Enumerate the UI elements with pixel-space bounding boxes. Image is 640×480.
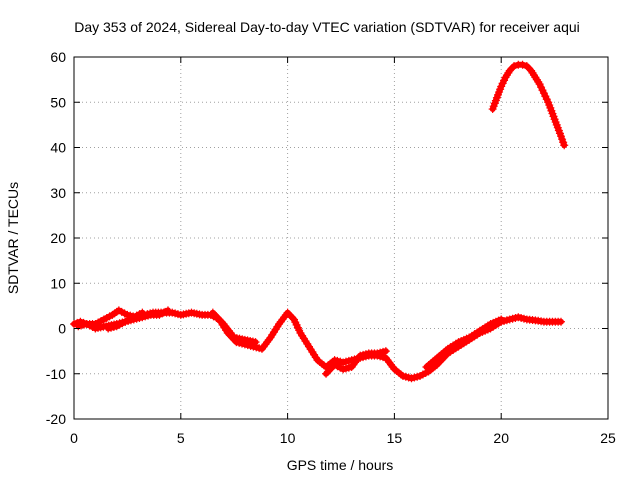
data-point bbox=[497, 315, 506, 324]
y-tick-label: 40 bbox=[50, 140, 66, 156]
y-tick-label: 50 bbox=[50, 94, 66, 110]
grid-lines bbox=[74, 57, 608, 419]
data-point bbox=[510, 62, 519, 71]
y-tick-label: 60 bbox=[50, 49, 66, 65]
data-points bbox=[70, 60, 569, 383]
data-point bbox=[518, 60, 527, 69]
chart-title: Day 353 of 2024, Sidereal Day-to-day VTE… bbox=[74, 19, 580, 35]
x-axis-label: GPS time / hours bbox=[287, 457, 394, 473]
y-tick-label: 30 bbox=[50, 185, 66, 201]
y-tick-label: 20 bbox=[50, 230, 66, 246]
data-point bbox=[557, 317, 566, 326]
y-tick-label: -10 bbox=[46, 366, 66, 382]
x-tick-label: 0 bbox=[70, 430, 78, 446]
y-axis-label: SDTVAR / TECUs bbox=[5, 182, 21, 294]
y-tick-label: 0 bbox=[58, 321, 66, 337]
data-point bbox=[560, 141, 569, 150]
data-point bbox=[138, 308, 147, 317]
axis-ticks: 0 5 10 15 20 25 -20 -10 0 10 20 30 40 50 60 bbox=[46, 49, 616, 446]
y-tick-label: 10 bbox=[50, 275, 66, 291]
series-trace bbox=[71, 307, 564, 382]
data-point bbox=[251, 338, 260, 347]
x-tick-label: 15 bbox=[387, 430, 403, 446]
x-tick-label: 10 bbox=[280, 430, 296, 446]
data-point bbox=[381, 347, 390, 356]
data-point bbox=[163, 306, 172, 315]
y-tick-label: -20 bbox=[46, 411, 66, 427]
x-tick-label: 25 bbox=[600, 430, 616, 446]
x-tick-label: 20 bbox=[493, 430, 509, 446]
x-tick-label: 5 bbox=[177, 430, 185, 446]
